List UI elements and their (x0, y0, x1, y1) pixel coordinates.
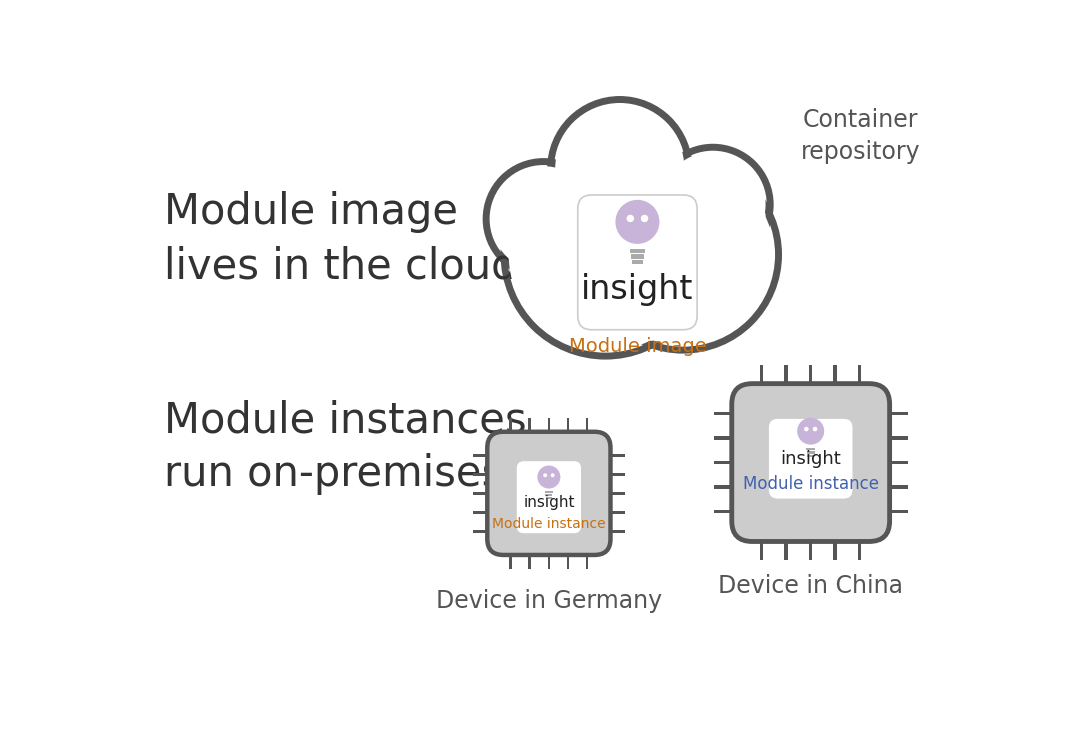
Circle shape (551, 100, 690, 238)
Text: Device in Germany: Device in Germany (436, 589, 662, 613)
Bar (633, 260, 642, 264)
Bar (713, 412, 731, 416)
Bar (889, 485, 908, 489)
FancyBboxPatch shape (578, 195, 697, 330)
FancyBboxPatch shape (517, 461, 582, 534)
Bar (713, 437, 731, 440)
Bar (474, 473, 488, 476)
FancyBboxPatch shape (731, 383, 889, 542)
Circle shape (537, 466, 561, 488)
Text: Module instances
run on-premises: Module instances run on-premises (164, 399, 526, 495)
Text: Module instance: Module instance (743, 475, 879, 493)
Bar (809, 366, 812, 383)
Text: Device in China: Device in China (719, 574, 903, 598)
Bar (528, 418, 532, 431)
Bar (858, 542, 861, 560)
Circle shape (804, 427, 809, 431)
Bar (610, 473, 625, 476)
Bar (713, 510, 731, 513)
Circle shape (551, 473, 554, 477)
Bar (760, 366, 764, 383)
FancyBboxPatch shape (488, 431, 610, 555)
Bar (784, 542, 788, 560)
Circle shape (491, 166, 596, 272)
Circle shape (626, 215, 634, 222)
Bar (610, 530, 625, 533)
Bar (808, 455, 814, 457)
Bar (474, 492, 488, 495)
Bar (713, 485, 731, 489)
Bar (474, 454, 488, 457)
Bar (833, 366, 837, 383)
Bar (528, 555, 532, 569)
Bar (889, 510, 908, 513)
Bar (889, 412, 908, 416)
Bar (833, 542, 837, 560)
Bar (858, 366, 861, 383)
Bar (809, 542, 812, 560)
Bar (509, 555, 512, 569)
Bar (629, 249, 645, 253)
Circle shape (641, 215, 649, 222)
Text: Container
repository: Container repository (801, 109, 920, 164)
Bar (889, 437, 908, 440)
Bar (610, 511, 625, 514)
Text: Module image: Module image (568, 337, 707, 357)
Bar (545, 491, 553, 494)
Bar (806, 448, 815, 450)
Circle shape (592, 164, 774, 345)
Circle shape (797, 418, 824, 445)
Bar (889, 461, 908, 464)
Circle shape (587, 160, 779, 350)
Circle shape (504, 154, 707, 356)
Bar (567, 555, 569, 569)
Bar (713, 461, 731, 464)
Bar (546, 497, 552, 499)
Bar (546, 494, 552, 496)
Text: insight: insight (523, 495, 575, 510)
Circle shape (509, 158, 702, 351)
Bar (610, 454, 625, 457)
Bar (807, 451, 815, 454)
Circle shape (487, 162, 600, 276)
Circle shape (661, 152, 766, 257)
Bar (610, 492, 625, 495)
Bar (630, 254, 644, 258)
Bar (474, 511, 488, 514)
Text: insight: insight (781, 449, 841, 467)
Bar (585, 555, 589, 569)
Text: Module instance: Module instance (492, 517, 606, 531)
Bar (585, 418, 589, 431)
FancyBboxPatch shape (768, 418, 853, 499)
Circle shape (615, 200, 659, 244)
Bar (548, 418, 550, 431)
Bar (474, 530, 488, 533)
Bar (509, 418, 512, 431)
Bar (784, 366, 788, 383)
Circle shape (655, 148, 770, 262)
Circle shape (555, 104, 684, 234)
Text: insight: insight (581, 273, 694, 306)
Bar (567, 418, 569, 431)
Circle shape (813, 427, 817, 431)
Bar (760, 542, 764, 560)
Circle shape (543, 473, 547, 477)
Bar (548, 555, 550, 569)
Text: Module image
lives in the cloud: Module image lives in the cloud (164, 192, 518, 287)
